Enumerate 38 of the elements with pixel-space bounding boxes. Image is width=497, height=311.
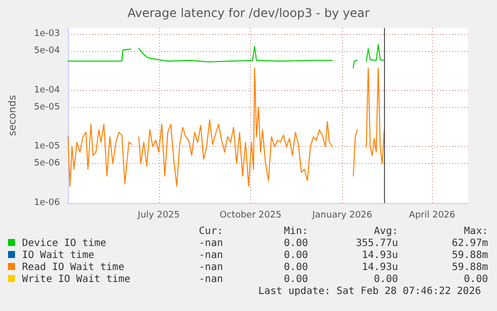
x-tick-label: July 2025 [136,210,180,220]
text: 59.88m [450,250,488,262]
y-tick-label: 5e-05 [34,102,60,112]
text: 0.00 [282,250,308,262]
legend-label: IO Wait time [21,250,96,262]
y-tick-label: 1e-06 [34,198,60,208]
y-axis-title: seconds [8,95,18,136]
text: 62.97m [450,238,488,250]
y-tick-label: 1e-03 [34,29,60,40]
text: 59.88m [450,262,488,274]
text: 0.00 [372,274,398,286]
x-tick-label: January 2026 [311,210,373,220]
legend-label: Read IO Wait time [21,262,126,274]
text: 0.00 [462,274,488,286]
y-tick-label: 5e-06 [34,158,60,169]
text: -nan [198,274,223,286]
y-tick-label: 1e-04 [34,85,60,96]
y-tick-label: 5e-04 [34,46,60,56]
legend-label: Device IO time [21,238,108,250]
text: 0.00 [282,274,308,286]
text: 0.00 [282,262,308,274]
text: 355.77u [354,238,398,250]
text: Cur: [198,226,223,238]
text: 0.00 [282,238,308,250]
legend-label: Write IO Wait time [21,274,132,286]
text: 14.93u [360,250,398,262]
x-tick-label: October 2025 [220,210,282,220]
text: -nan [198,238,223,250]
text: Max: [462,226,488,238]
x-tick-label: April 2026 [408,210,456,220]
text: Last update: Sat Feb 28 07:46:22 2026 [258,286,481,297]
text: -nan [198,262,223,274]
chart-title: Average latency for /dev/loop3 - by year [127,6,370,20]
text: -nan [198,250,223,262]
text: Min: [282,226,308,238]
text: 14.93u [360,262,398,274]
y-tick-label: 1e-05 [34,142,60,152]
text: Avg: [372,226,398,238]
